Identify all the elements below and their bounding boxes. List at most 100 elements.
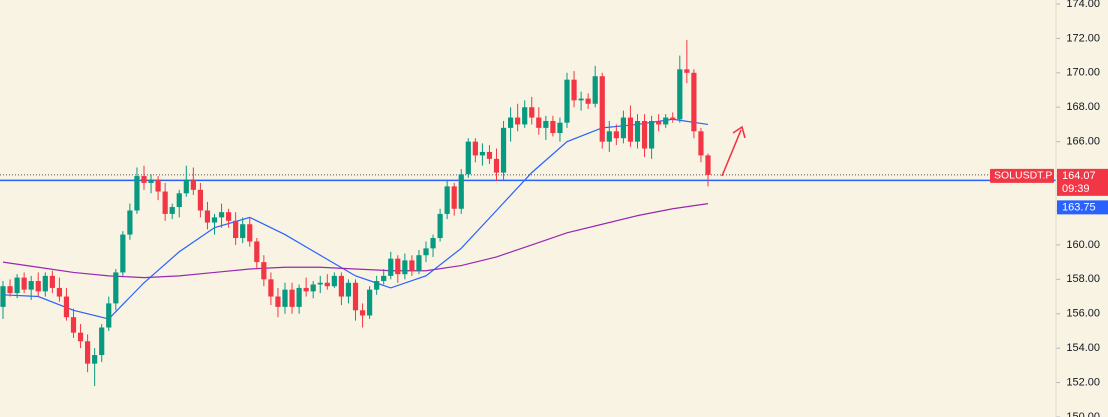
- candle-body: [656, 120, 662, 125]
- candle-body: [465, 141, 471, 175]
- candle-body: [240, 224, 246, 239]
- candle-body: [197, 189, 203, 211]
- candle-body: [641, 120, 648, 149]
- candle-body: [190, 179, 196, 190]
- y-tick-label: 156.00: [1066, 308, 1100, 320]
- candle-body: [677, 69, 683, 120]
- candle-body: [92, 355, 98, 364]
- candle-body: [649, 120, 655, 149]
- candle-body: [670, 117, 676, 120]
- candle-body: [218, 212, 225, 218]
- symbol-tag: [990, 168, 1054, 183]
- candle-body: [571, 79, 577, 101]
- candle-body: [233, 220, 239, 239]
- candle-body: [49, 275, 55, 288]
- candle-body: [585, 98, 591, 104]
- candle-body: [56, 287, 62, 297]
- candle-body: [296, 287, 302, 307]
- candle-body: [77, 332, 84, 342]
- candle-body: [70, 317, 77, 333]
- candle-body: [310, 284, 316, 292]
- candle-body: [317, 282, 323, 285]
- candle-body: [63, 296, 70, 318]
- candle-body: [247, 224, 253, 242]
- candle-body: [359, 310, 366, 316]
- candle-body: [28, 281, 34, 290]
- candle-body: [282, 289, 288, 307]
- candle-body: [529, 107, 535, 118]
- price-line-label: 163.75: [1062, 201, 1096, 213]
- annotation-arrow: [721, 125, 746, 177]
- candle-body: [402, 260, 408, 275]
- candle-body: [627, 117, 634, 142]
- candle-body: [479, 151, 485, 156]
- candle-body: [508, 117, 514, 128]
- candle-body: [7, 286, 13, 294]
- candle-body: [141, 176, 147, 183]
- candle-body: [367, 289, 373, 316]
- candle-body: [254, 241, 260, 263]
- candle-body: [416, 255, 422, 271]
- price-line-tag: [1057, 200, 1108, 215]
- candle-body: [134, 176, 140, 211]
- candle-body: [606, 131, 612, 142]
- y-tick-label: 150.00: [1066, 411, 1100, 417]
- candle-body: [536, 117, 542, 128]
- y-tick-label: 170.00: [1066, 67, 1100, 79]
- candle-body: [691, 72, 697, 132]
- candle-body: [663, 117, 669, 125]
- candle-body: [592, 76, 598, 104]
- candle-body: [395, 258, 401, 275]
- candle-body: [21, 277, 27, 290]
- plot-area: [0, 40, 1056, 387]
- candle-body: [500, 127, 507, 173]
- candle-body: [106, 303, 112, 328]
- candle-body: [169, 207, 175, 214]
- candle-body: [162, 191, 168, 214]
- candle-body: [543, 120, 549, 128]
- candle-body: [550, 120, 556, 134]
- candle-body: [85, 341, 91, 364]
- countdown-label: 09:39: [1062, 183, 1090, 195]
- candle-body: [331, 275, 337, 287]
- candle-body: [14, 277, 20, 294]
- candle-body: [444, 186, 450, 214]
- candle-body: [388, 258, 394, 276]
- candle-body: [148, 179, 154, 183]
- candle-body: [423, 248, 429, 256]
- candle-body: [613, 131, 619, 139]
- candle-body: [155, 179, 161, 192]
- candle-body: [204, 210, 211, 223]
- candle-body: [352, 282, 359, 311]
- last-price-tag: [1057, 168, 1108, 196]
- candle-body: [303, 287, 309, 292]
- y-tick-label: 152.00: [1066, 376, 1100, 388]
- candle-body: [35, 281, 41, 292]
- candle-body: [430, 238, 436, 249]
- candle-body: [289, 289, 295, 307]
- candle-body: [458, 174, 464, 209]
- candle-body: [113, 272, 119, 304]
- candle-body: [345, 282, 352, 297]
- candle-body: [261, 262, 267, 280]
- y-tick-label: 174.00: [1066, 0, 1100, 10]
- candle-body: [578, 98, 584, 101]
- candle-body: [120, 234, 126, 273]
- candle-body: [42, 275, 48, 292]
- candle-body: [338, 275, 344, 297]
- candle-body: [472, 141, 478, 156]
- candle-body: [226, 212, 232, 221]
- candle-body: [183, 179, 189, 194]
- candle-body: [705, 155, 711, 175]
- y-tick-label: 160.00: [1066, 239, 1100, 251]
- candle-body: [522, 107, 528, 125]
- candle-body: [99, 327, 105, 356]
- candle-body: [486, 151, 493, 159]
- candle-body: [268, 279, 274, 297]
- candle-body: [275, 296, 281, 307]
- candle-body: [620, 117, 626, 139]
- candle-body: [211, 217, 218, 223]
- candle-body: [451, 186, 457, 209]
